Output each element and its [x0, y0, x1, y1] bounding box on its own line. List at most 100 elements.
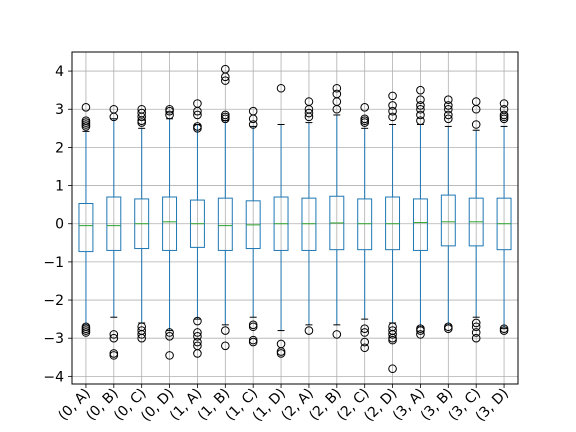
- outlier-point: [471, 333, 481, 343]
- outlier-point: [165, 110, 174, 120]
- outlier-point: [304, 112, 314, 122]
- outlier-point: [332, 83, 342, 93]
- outlier-point: [81, 103, 91, 112]
- outlier-point: [360, 337, 369, 347]
- box-body: [217, 197, 233, 251]
- box-group: [189, 99, 205, 358]
- outlier-point: [416, 116, 425, 125]
- box-group: [440, 95, 456, 333]
- outlier-point: [388, 364, 397, 374]
- outlier-point: [109, 351, 119, 360]
- outlier-point: [193, 110, 202, 120]
- box-group: [385, 91, 401, 374]
- outlier-point: [471, 104, 481, 114]
- outlier-point: [388, 112, 397, 122]
- outlier-point: [193, 106, 202, 116]
- box-group: [162, 104, 178, 360]
- outlier-point: [360, 118, 369, 127]
- outlier-point: [248, 337, 258, 347]
- outlier-point: [165, 331, 174, 341]
- box-group: [134, 104, 150, 343]
- outlier-point: [444, 114, 453, 124]
- box-group: [78, 103, 94, 337]
- outlier-point: [416, 330, 425, 339]
- plot-background: [72, 52, 518, 384]
- box-group: [217, 64, 233, 351]
- outlier-point: [416, 101, 425, 110]
- outlier-point: [165, 351, 174, 360]
- y-tick-label: 2: [55, 140, 64, 156]
- box-group: [496, 99, 512, 335]
- outlier-point: [471, 328, 481, 337]
- outlier-point: [499, 114, 509, 124]
- box-group: [106, 104, 122, 360]
- outlier-point: [444, 104, 453, 114]
- y-tick-label: −3: [43, 331, 64, 347]
- box-body: [301, 197, 317, 251]
- outlier-point: [304, 326, 314, 335]
- outlier-point: [165, 106, 174, 116]
- outlier-point: [221, 76, 230, 85]
- box-group: [357, 103, 373, 353]
- outlier-point: [221, 72, 230, 82]
- box-body: [357, 198, 373, 251]
- outlier-point: [221, 114, 230, 124]
- outlier-point: [137, 333, 146, 343]
- y-tick-label: −1: [43, 255, 64, 271]
- outlier-point: [416, 110, 425, 120]
- outlier-point: [360, 328, 369, 337]
- outlier-point: [360, 343, 369, 353]
- outlier-point: [165, 328, 174, 337]
- y-tick-label: 0: [55, 217, 64, 233]
- outlier-point: [137, 330, 146, 339]
- box-group: [412, 85, 428, 339]
- outlier-point: [416, 95, 425, 105]
- box-body: [78, 202, 94, 253]
- box-body: [162, 196, 178, 251]
- outlier-point: [193, 124, 202, 133]
- outlier-point: [276, 349, 286, 358]
- outlier-point: [248, 120, 258, 129]
- y-tick-label: −2: [43, 293, 64, 309]
- outlier-point: [193, 328, 202, 337]
- outlier-point: [332, 330, 342, 339]
- outlier-point: [248, 322, 258, 332]
- outlier-point: [444, 101, 453, 110]
- box-group: [245, 106, 261, 347]
- outlier-point: [388, 330, 397, 339]
- outlier-point: [276, 83, 286, 93]
- outlier-point: [360, 324, 369, 333]
- box-body: [106, 196, 122, 251]
- outlier-point: [499, 99, 509, 108]
- outlier-point: [332, 104, 342, 114]
- y-tick-label: 3: [55, 102, 64, 118]
- outlier-point: [81, 328, 91, 337]
- outlier-point: [388, 101, 397, 110]
- outlier-point: [416, 85, 425, 95]
- outlier-point: [471, 322, 481, 332]
- outlier-point: [248, 114, 258, 124]
- y-tick-label: 4: [55, 64, 64, 80]
- outlier-point: [109, 333, 119, 343]
- outlier-point: [137, 112, 146, 122]
- outlier-point: [444, 324, 453, 333]
- box-group: [273, 83, 289, 358]
- outlier-point: [221, 326, 230, 335]
- outlier-point: [416, 326, 425, 335]
- outlier-point: [444, 95, 453, 105]
- box-group: [468, 97, 484, 343]
- outlier-point: [499, 326, 509, 335]
- box-body: [412, 198, 428, 251]
- outlier-point: [193, 349, 202, 358]
- outlier-point: [109, 330, 119, 339]
- outlier-point: [193, 337, 202, 347]
- outlier-point: [221, 341, 230, 351]
- outlier-point: [109, 112, 119, 122]
- outlier-point: [471, 120, 481, 129]
- box-layer: [78, 64, 512, 374]
- outlier-point: [388, 106, 397, 116]
- outlier-point: [444, 110, 453, 120]
- outlier-point: [193, 316, 202, 326]
- outlier-point: [304, 108, 314, 118]
- outlier-point: [388, 91, 397, 101]
